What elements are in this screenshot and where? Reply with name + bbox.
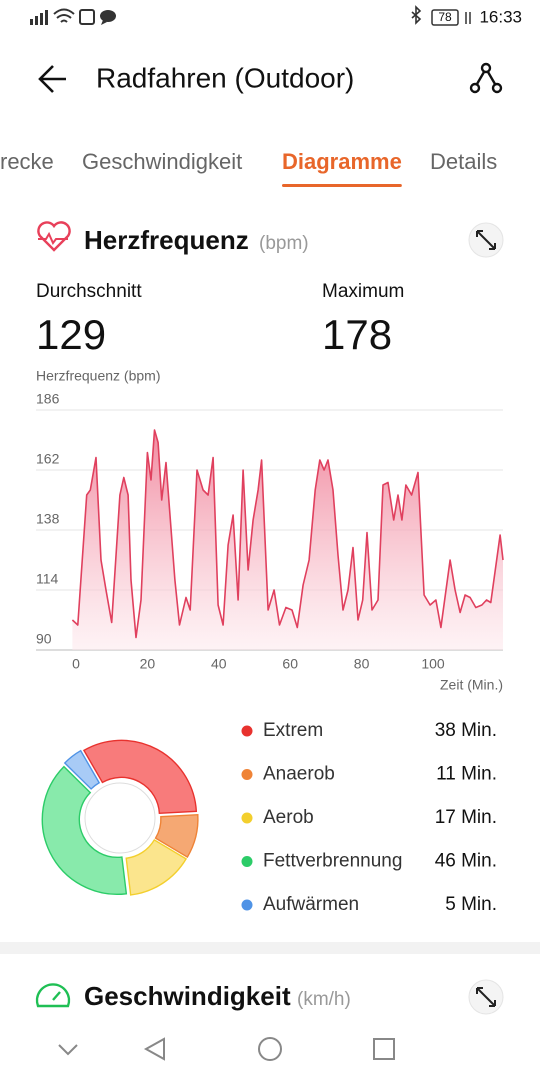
legend-dot	[241, 899, 253, 911]
section-title: Herzfrequenz	[84, 225, 249, 255]
clock: 16:33	[479, 7, 522, 26]
x-tick-label: 20	[140, 656, 156, 672]
stat-label: Durchschnitt	[36, 281, 142, 302]
legend-dot	[241, 769, 253, 780]
x-tick-label: 0	[72, 656, 80, 672]
legend-label: Extrem	[263, 720, 323, 741]
y-tick-label: 114	[36, 571, 59, 587]
legend-value: 46 Min.	[435, 851, 497, 872]
battery-level: 78	[438, 10, 452, 24]
x-tick-label: 80	[354, 656, 370, 672]
tab[interactable]: Diagramme	[282, 149, 402, 174]
area	[72, 430, 504, 650]
expand-button[interactable]	[468, 979, 504, 1015]
heart-icon	[37, 221, 71, 252]
x-tick-label: 60	[282, 656, 298, 672]
stat-label: Maximum	[322, 281, 404, 302]
legend-value: 38 Min.	[435, 720, 497, 741]
legend-value: 5 Min.	[445, 894, 497, 915]
back-button[interactable]	[38, 65, 66, 93]
zone-slice	[125, 838, 188, 896]
y-tick-label: 162	[36, 451, 60, 467]
legend-label: Aufwärmen	[263, 894, 359, 915]
legend-label: Anaerob	[263, 764, 335, 785]
nav-back[interactable]	[143, 1037, 165, 1061]
nav-home[interactable]	[258, 1037, 282, 1061]
legend-dot	[241, 812, 253, 824]
legend-value: 11 Min.	[436, 764, 497, 785]
tab[interactable]: Details	[430, 149, 497, 174]
legend-label: Aerob	[263, 807, 314, 828]
heart-pulse	[38, 231, 68, 245]
x-tick-label: 100	[421, 656, 445, 672]
legend-dot	[241, 856, 253, 867]
section-unit: (bpm)	[259, 233, 309, 254]
page-title: Radfahren (Outdoor)	[96, 62, 354, 93]
tab-indicator	[282, 184, 402, 187]
legend-dot	[241, 725, 253, 737]
y-axis-title: Herzfrequenz (bpm)	[36, 368, 161, 384]
donut-hole	[84, 782, 156, 854]
legend-label: Fettverbrennung	[263, 851, 402, 872]
expand-button[interactable]	[468, 222, 504, 258]
y-tick-label: 90	[36, 631, 52, 647]
x-axis-title: Zeit (Min.)	[440, 677, 503, 693]
y-tick-label: 186	[36, 391, 60, 407]
zone-slice	[63, 749, 101, 790]
zone-slice	[41, 765, 128, 895]
zone-slice	[82, 739, 198, 815]
section-unit: (km/h)	[297, 989, 351, 1010]
speed-icon	[35, 983, 71, 1008]
tab[interactable]: Geschwindigkeit	[82, 149, 242, 174]
line	[71, 429, 504, 639]
nav-down[interactable]	[58, 1044, 78, 1056]
section-title: Geschwindigkeit	[84, 981, 291, 1011]
stat-value: 129	[36, 311, 106, 358]
tab[interactable]: recke	[0, 149, 54, 174]
section-divider	[0, 942, 540, 954]
x-tick-label: 40	[211, 656, 227, 672]
legend-value: 17 Min.	[435, 807, 497, 828]
status-icons	[30, 5, 471, 26]
route-button[interactable]	[469, 62, 503, 94]
stat-value: 178	[322, 311, 392, 358]
nav-recent[interactable]	[373, 1038, 395, 1060]
y-tick-label: 138	[36, 511, 60, 527]
zone-slice	[154, 813, 199, 859]
